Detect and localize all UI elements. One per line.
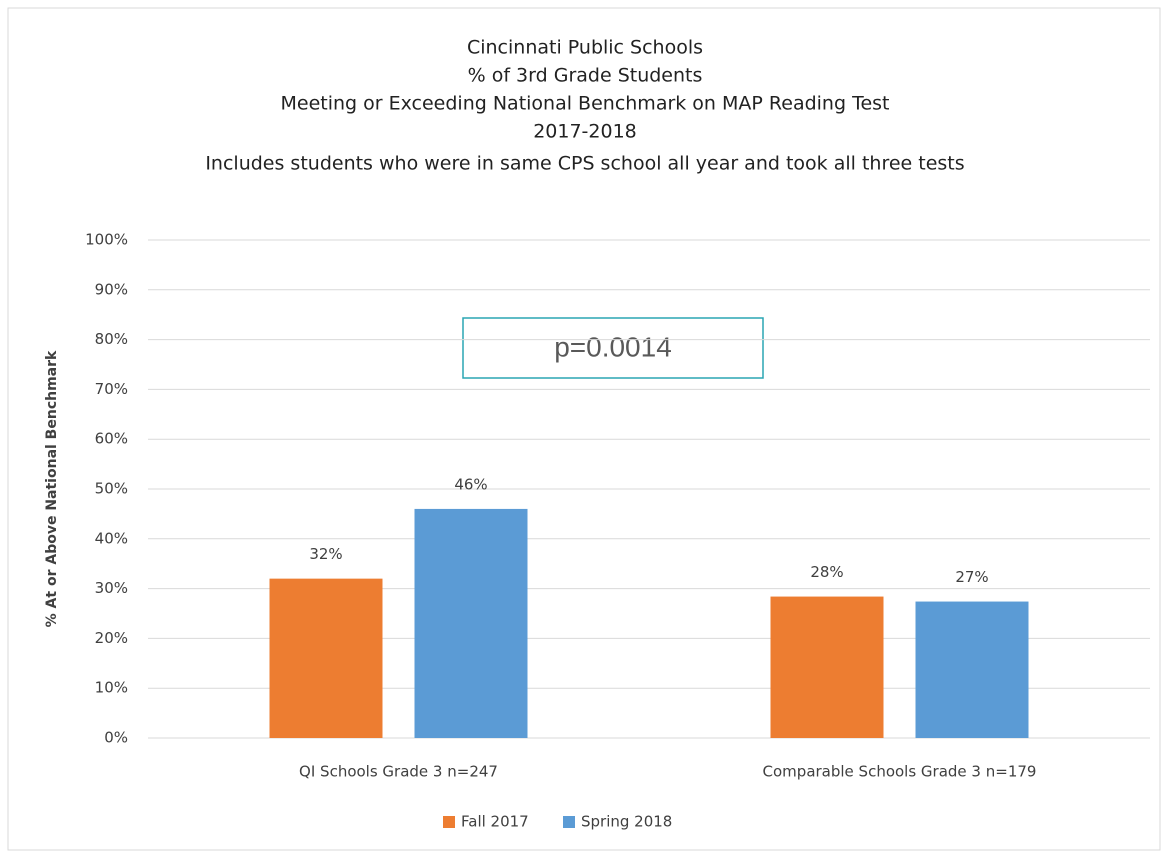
- data-label: 32%: [309, 545, 342, 563]
- bar: [414, 508, 528, 738]
- data-label: 46%: [454, 475, 487, 493]
- legend-label: Spring 2018: [581, 813, 672, 831]
- chart-title: % of 3rd Grade Students: [468, 65, 703, 87]
- y-tick-label: 20%: [95, 629, 128, 647]
- y-tick-label: 30%: [95, 579, 128, 597]
- x-tick-label: QI Schools Grade 3 n=247: [299, 763, 498, 781]
- y-tick-label: 0%: [104, 729, 128, 747]
- y-tick-label: 50%: [95, 480, 128, 498]
- y-tick-label: 60%: [95, 430, 128, 448]
- y-tick-label: 90%: [95, 280, 128, 298]
- bar: [915, 601, 1029, 738]
- chart-title: Cincinnati Public Schools: [467, 37, 703, 59]
- y-tick-label: 100%: [85, 231, 128, 249]
- y-axis-label: % At or Above National Benchmark: [44, 350, 60, 627]
- chart-subtitle: Includes students who were in same CPS s…: [205, 153, 964, 175]
- bar: [770, 596, 884, 738]
- chart-title: 2017-2018: [533, 121, 637, 143]
- y-tick-label: 80%: [95, 330, 128, 348]
- y-tick-label: 40%: [95, 529, 128, 547]
- chart-title: Meeting or Exceeding National Benchmark …: [281, 93, 890, 115]
- data-label: 27%: [955, 568, 988, 586]
- x-tick-label: Comparable Schools Grade 3 n=179: [763, 763, 1037, 781]
- annotation-box: [462, 317, 764, 379]
- legend-label: Fall 2017: [461, 813, 529, 831]
- data-label: 28%: [810, 563, 843, 581]
- bar: [269, 578, 383, 738]
- legend-swatch: [443, 816, 455, 828]
- annotation: p=0.0014: [554, 331, 672, 362]
- y-tick-label: 70%: [95, 380, 128, 398]
- legend-swatch: [563, 816, 575, 828]
- y-tick-label: 10%: [95, 679, 128, 697]
